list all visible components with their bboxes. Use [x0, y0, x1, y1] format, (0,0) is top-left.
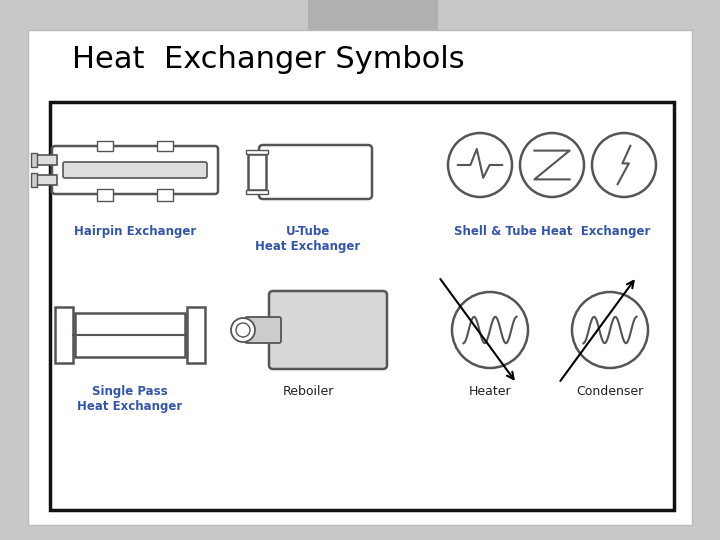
Circle shape — [448, 133, 512, 197]
Circle shape — [520, 133, 584, 197]
Text: Reboiler: Reboiler — [282, 385, 333, 398]
Bar — [31, 173, 37, 187]
Bar — [308, 0, 438, 60]
FancyBboxPatch shape — [52, 146, 218, 194]
Circle shape — [452, 292, 528, 368]
Circle shape — [572, 292, 648, 368]
Bar — [50, 102, 674, 510]
Bar — [97, 141, 113, 151]
Bar — [187, 307, 205, 363]
Bar — [75, 313, 185, 357]
Circle shape — [592, 133, 656, 197]
Bar — [246, 190, 268, 194]
Text: Heater: Heater — [469, 385, 511, 398]
Bar — [35, 175, 57, 185]
FancyBboxPatch shape — [269, 291, 387, 369]
Text: Condenser: Condenser — [577, 385, 644, 398]
FancyBboxPatch shape — [63, 162, 207, 178]
Text: Hairpin Exchanger: Hairpin Exchanger — [74, 225, 196, 238]
Bar — [246, 150, 268, 154]
Text: Heat  Exchanger Symbols: Heat Exchanger Symbols — [72, 45, 464, 75]
Text: Single Pass
Heat Exchanger: Single Pass Heat Exchanger — [77, 385, 183, 413]
Bar — [157, 189, 173, 201]
Bar — [157, 141, 173, 151]
Bar — [55, 307, 73, 363]
Bar — [35, 155, 57, 165]
Bar — [248, 154, 266, 190]
Circle shape — [236, 323, 250, 337]
Bar — [97, 189, 113, 201]
Text: Shell & Tube Heat  Exchanger: Shell & Tube Heat Exchanger — [454, 225, 650, 238]
Bar — [31, 153, 37, 167]
Text: U-Tube
Heat Exchanger: U-Tube Heat Exchanger — [256, 225, 361, 253]
Circle shape — [231, 318, 255, 342]
FancyBboxPatch shape — [259, 145, 372, 199]
FancyBboxPatch shape — [245, 317, 281, 343]
